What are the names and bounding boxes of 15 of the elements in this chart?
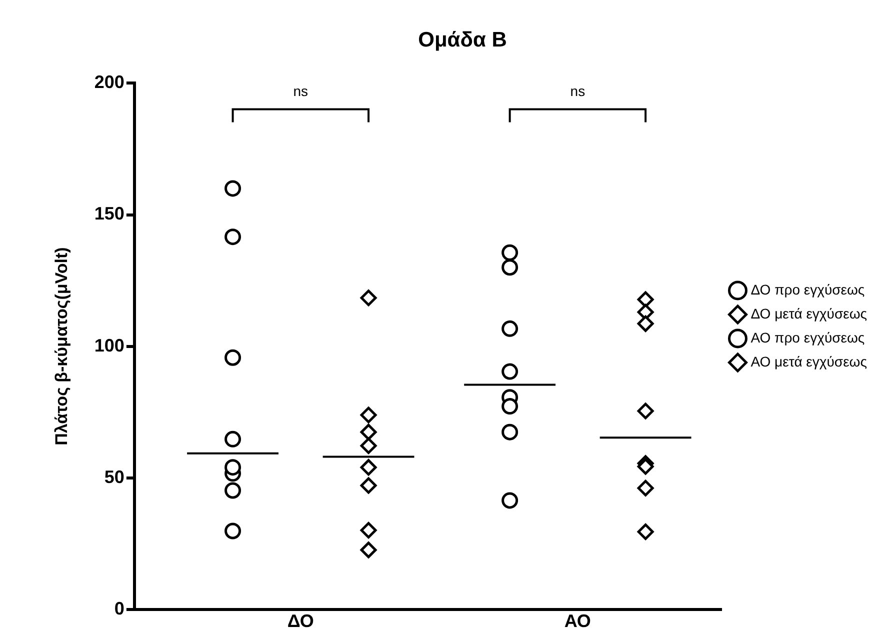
legend-label: ΔΟ μετά εγχύσεως	[750, 305, 868, 322]
y-tick-label: 150	[94, 204, 124, 224]
legend-label: ΔΟ προ εγχύσεως	[750, 281, 865, 298]
legend-label: ΑΟ μετά εγχύσεως	[750, 353, 868, 370]
y-tick-label: 100	[94, 335, 124, 356]
chart-title: Ομάδα Β	[418, 28, 507, 52]
y-tick-label: 50	[104, 466, 124, 487]
annotation: ns	[293, 83, 308, 100]
y-tick-label: 200	[94, 72, 124, 92]
legend-label: ΑΟ προ εγχύσεως	[750, 329, 865, 346]
y-axis-title: Πλάτος β-κύματος(μVolt)	[52, 247, 71, 446]
x-tick-label: ΔΟ	[287, 611, 314, 632]
annotation: ns	[570, 83, 586, 100]
x-tick-label: ΑΟ	[564, 611, 591, 632]
y-tick-label: 0	[114, 598, 124, 618]
